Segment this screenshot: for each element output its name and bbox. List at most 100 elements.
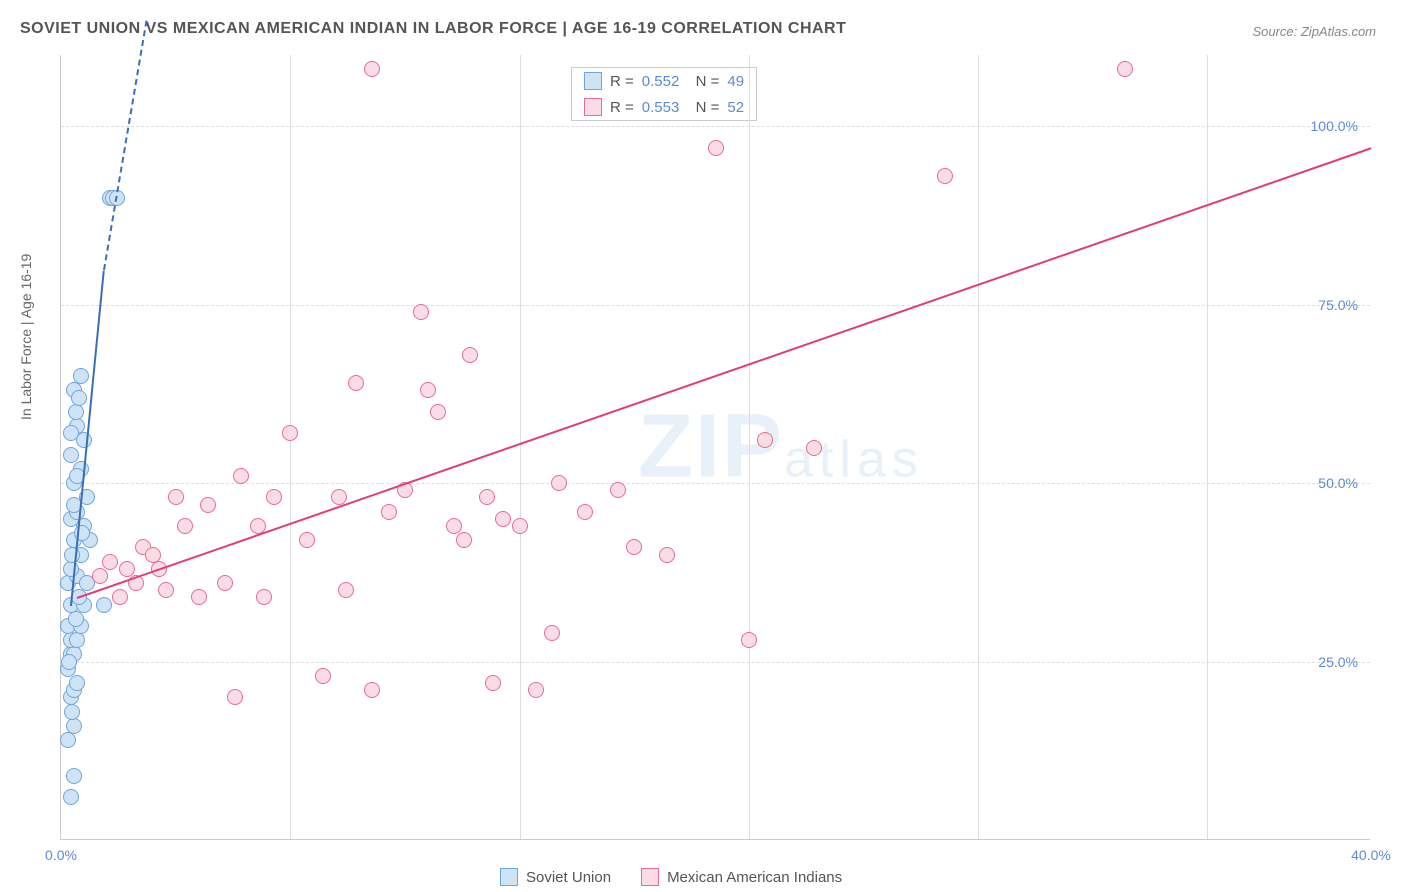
- scatter-point: [112, 589, 128, 605]
- scatter-point: [626, 539, 642, 555]
- scatter-point: [73, 368, 89, 384]
- legend-swatch: [584, 72, 602, 90]
- y-tick-label: 50.0%: [1318, 475, 1358, 491]
- series-legend: Soviet Union Mexican American Indians: [500, 868, 842, 886]
- scatter-point: [806, 440, 822, 456]
- scatter-point: [659, 547, 675, 563]
- scatter-point: [191, 589, 207, 605]
- y-tick-label: 75.0%: [1318, 297, 1358, 313]
- gridline-v: [749, 55, 750, 839]
- scatter-point: [168, 489, 184, 505]
- scatter-point: [708, 140, 724, 156]
- scatter-point: [96, 597, 112, 613]
- scatter-point: [485, 675, 501, 691]
- scatter-point: [413, 304, 429, 320]
- scatter-point: [282, 425, 298, 441]
- scatter-point: [364, 682, 380, 698]
- gridline-h: [61, 305, 1370, 306]
- scatter-point: [63, 447, 79, 463]
- legend-swatch: [584, 98, 602, 116]
- scatter-point: [119, 561, 135, 577]
- scatter-point: [610, 482, 626, 498]
- legend-n-value: 49: [727, 73, 744, 90]
- scatter-point: [69, 675, 85, 691]
- scatter-point: [364, 61, 380, 77]
- legend-r-value: 0.553: [642, 99, 680, 116]
- gridline-h: [61, 126, 1370, 127]
- gridline-v: [978, 55, 979, 839]
- scatter-point: [217, 575, 233, 591]
- legend-swatch: [641, 868, 659, 886]
- correlation-legend: R = 0.552 N = 49R = 0.553 N = 52: [571, 67, 757, 121]
- scatter-point: [63, 561, 79, 577]
- legend-r-value: 0.552: [642, 73, 680, 90]
- gridline-h: [61, 483, 1370, 484]
- legend-label: Soviet Union: [526, 869, 611, 886]
- scatter-point: [66, 718, 82, 734]
- scatter-point: [528, 682, 544, 698]
- scatter-point: [446, 518, 462, 534]
- legend-n-label: N =: [687, 99, 719, 116]
- legend-n-label: N =: [687, 73, 719, 90]
- scatter-point: [299, 532, 315, 548]
- scatter-point: [551, 475, 567, 491]
- scatter-point: [64, 547, 80, 563]
- scatter-point: [512, 518, 528, 534]
- scatter-point: [577, 504, 593, 520]
- legend-r-label: R =: [610, 73, 634, 90]
- trend-line-dashed: [103, 20, 148, 270]
- scatter-point: [430, 404, 446, 420]
- trend-line: [77, 148, 1371, 599]
- scatter-point: [61, 654, 77, 670]
- scatter-point: [145, 547, 161, 563]
- scatter-point: [60, 732, 76, 748]
- scatter-point: [741, 632, 757, 648]
- scatter-point: [158, 582, 174, 598]
- scatter-point: [227, 689, 243, 705]
- source-label: Source: ZipAtlas.com: [1252, 24, 1376, 39]
- x-tick-label: 40.0%: [1351, 847, 1391, 863]
- x-tick-label: 0.0%: [45, 847, 77, 863]
- scatter-point: [102, 554, 118, 570]
- scatter-point: [63, 789, 79, 805]
- scatter-point: [456, 532, 472, 548]
- gridline-v: [1207, 55, 1208, 839]
- scatter-point: [544, 625, 560, 641]
- scatter-point: [200, 497, 216, 513]
- scatter-point: [68, 404, 84, 420]
- scatter-point: [462, 347, 478, 363]
- legend-row: R = 0.553 N = 52: [572, 94, 756, 120]
- scatter-point: [479, 489, 495, 505]
- legend-label: Mexican American Indians: [667, 869, 842, 886]
- chart-plot-area: ZIPatlas R = 0.552 N = 49R = 0.553 N = 5…: [60, 55, 1370, 840]
- scatter-point: [69, 632, 85, 648]
- scatter-point: [177, 518, 193, 534]
- gridline-v: [520, 55, 521, 839]
- scatter-point: [381, 504, 397, 520]
- scatter-point: [348, 375, 364, 391]
- legend-item: Soviet Union: [500, 868, 611, 886]
- scatter-point: [757, 432, 773, 448]
- gridline-h: [61, 662, 1370, 663]
- scatter-point: [1117, 61, 1133, 77]
- legend-n-value: 52: [727, 99, 744, 116]
- scatter-point: [233, 468, 249, 484]
- legend-r-label: R =: [610, 99, 634, 116]
- y-tick-label: 25.0%: [1318, 654, 1358, 670]
- scatter-point: [495, 511, 511, 527]
- scatter-point: [315, 668, 331, 684]
- scatter-point: [420, 382, 436, 398]
- legend-swatch: [500, 868, 518, 886]
- y-axis-label: In Labor Force | Age 16-19: [18, 254, 34, 420]
- scatter-point: [63, 425, 79, 441]
- scatter-point: [92, 568, 108, 584]
- scatter-point: [937, 168, 953, 184]
- legend-row: R = 0.552 N = 49: [572, 68, 756, 94]
- scatter-point: [256, 589, 272, 605]
- gridline-v: [290, 55, 291, 839]
- y-tick-label: 100.0%: [1311, 118, 1358, 134]
- scatter-point: [71, 390, 87, 406]
- scatter-point: [68, 611, 84, 627]
- scatter-point: [64, 704, 80, 720]
- scatter-point: [66, 768, 82, 784]
